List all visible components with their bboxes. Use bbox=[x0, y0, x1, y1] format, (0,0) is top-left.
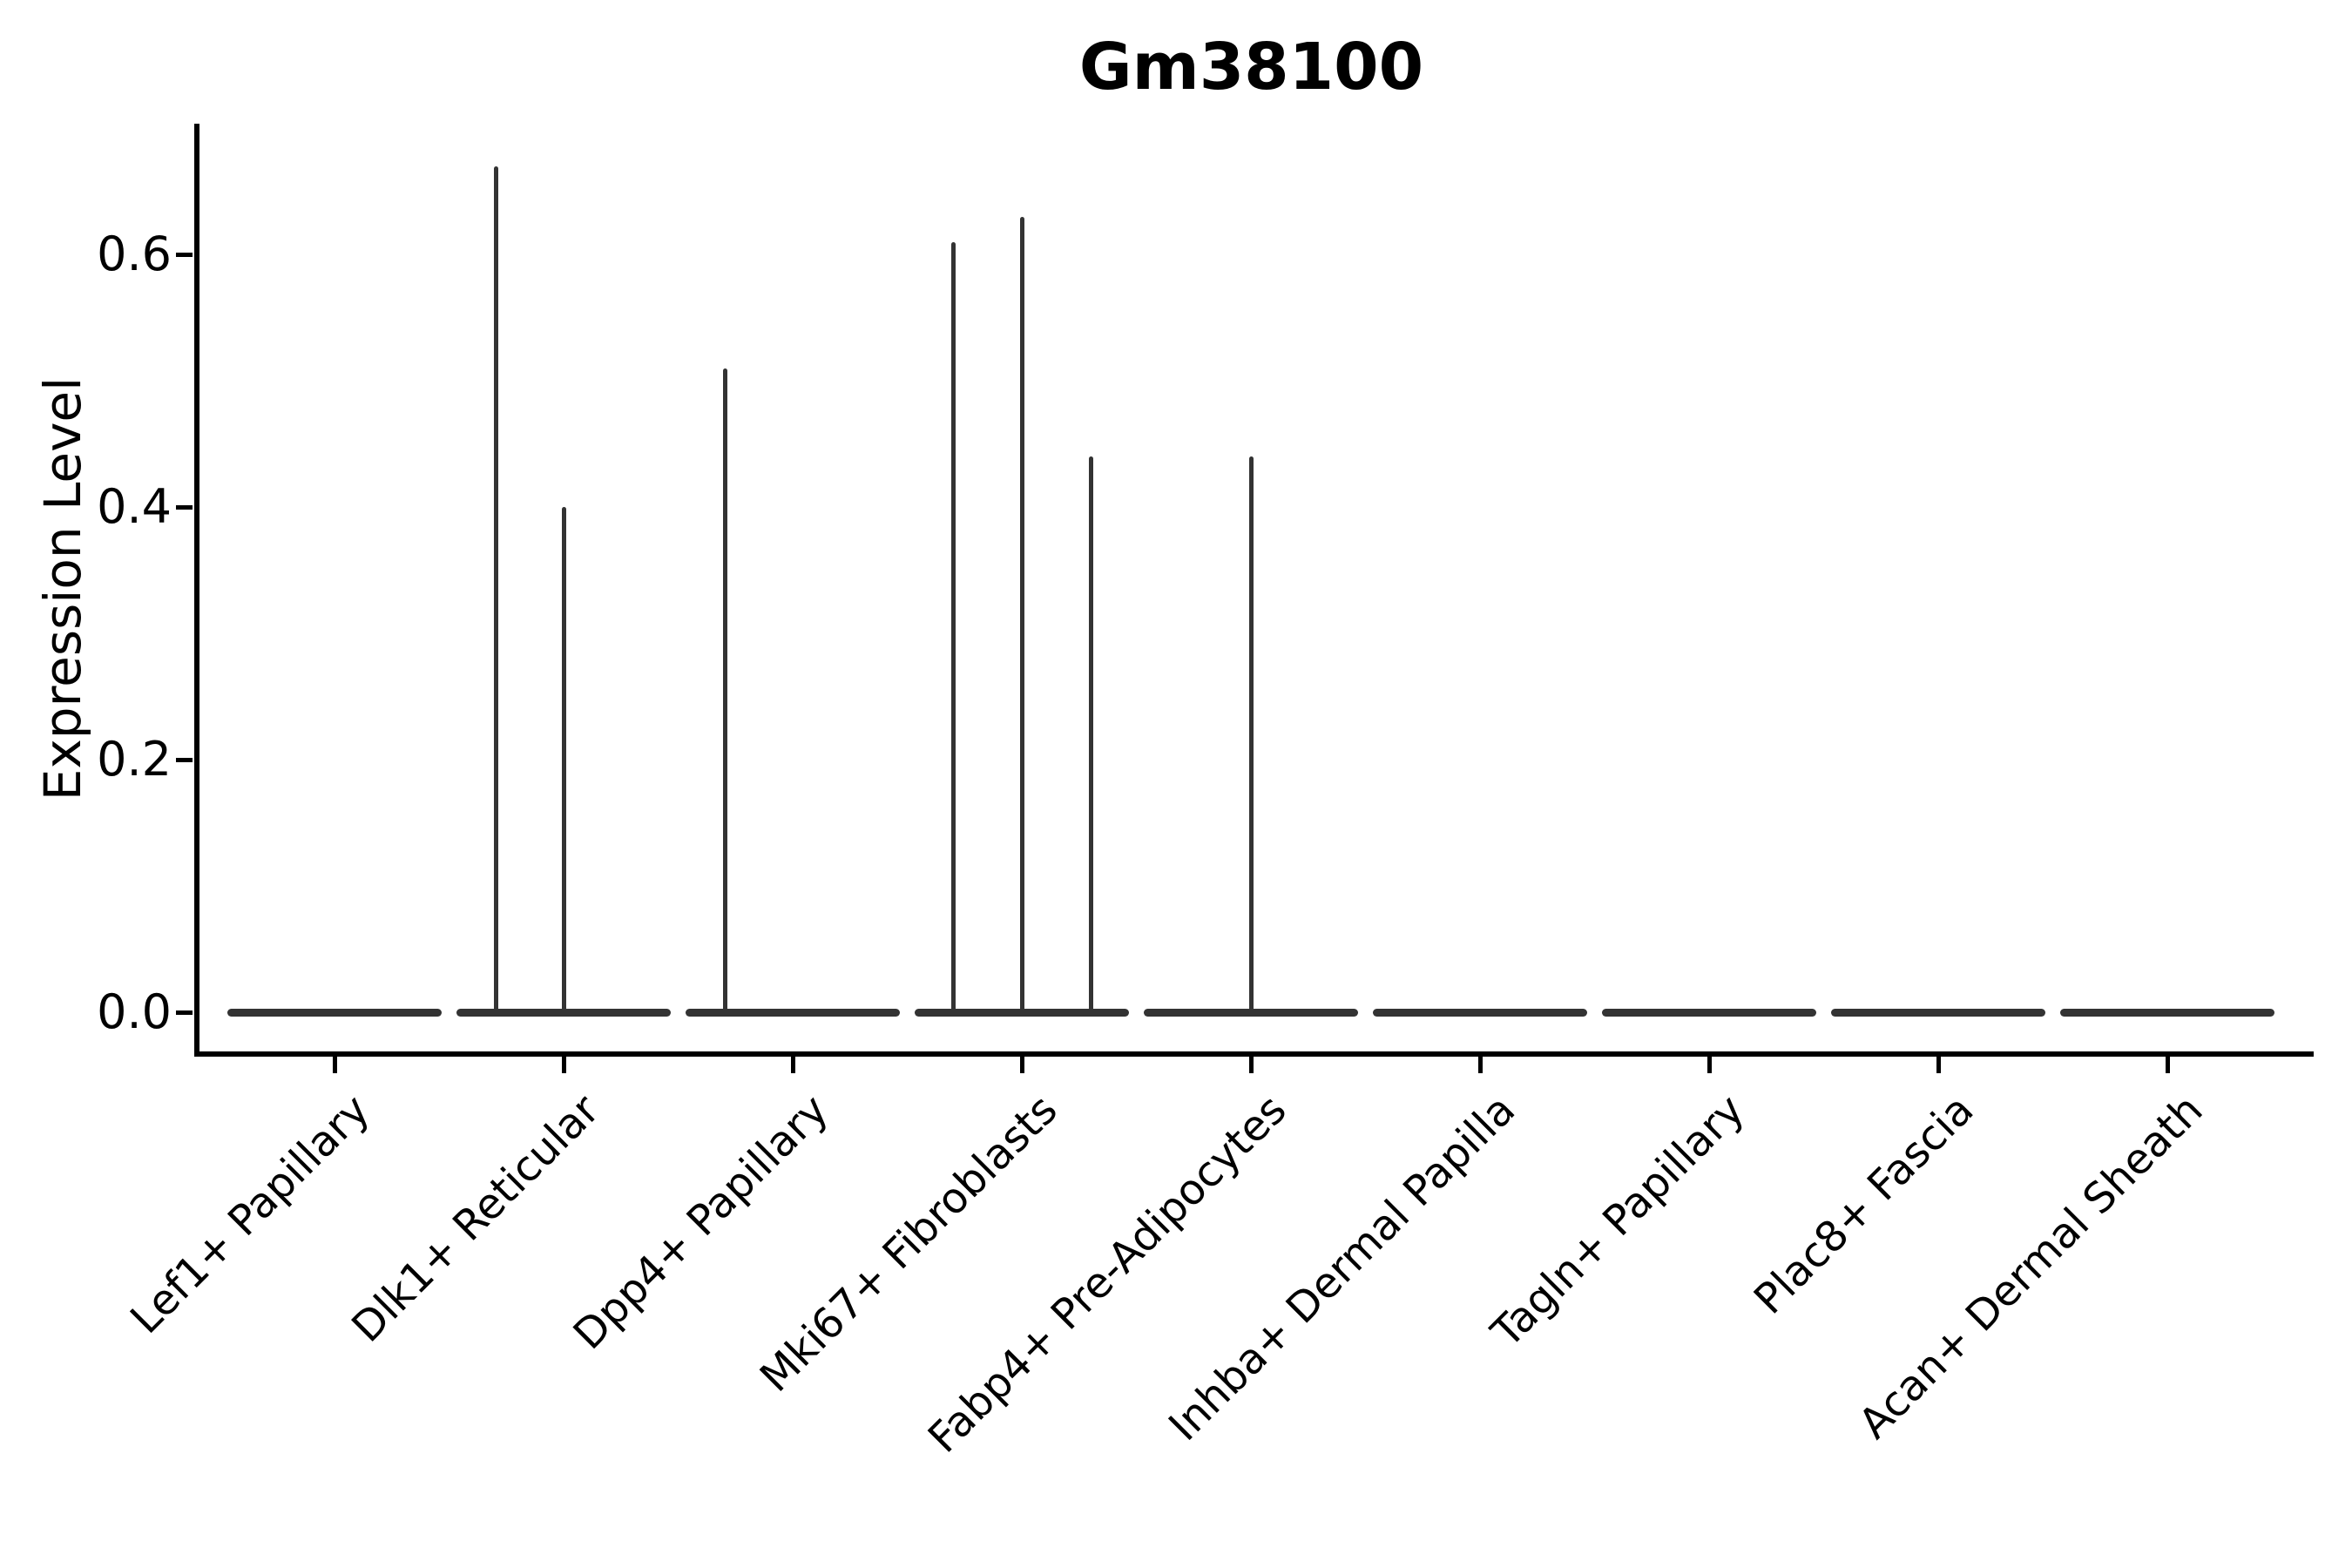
x-tick-mark bbox=[1248, 1057, 1254, 1073]
plot-area bbox=[194, 124, 2314, 1057]
y-tick-label: 0.0 bbox=[97, 984, 172, 1039]
x-tick-mark bbox=[561, 1057, 566, 1073]
violin-spike bbox=[1088, 456, 1093, 1012]
x-tick-mark bbox=[1707, 1057, 1712, 1073]
y-tick-label: 0.6 bbox=[97, 226, 172, 281]
violin-spike bbox=[722, 368, 727, 1012]
violin-base bbox=[227, 1008, 442, 1017]
y-tick-mark bbox=[176, 1010, 193, 1015]
violin-base bbox=[1373, 1008, 1587, 1017]
x-tick-mark bbox=[1019, 1057, 1024, 1073]
y-tick-label: 0.2 bbox=[97, 732, 172, 787]
y-tick-mark bbox=[176, 757, 193, 762]
violin-base bbox=[915, 1008, 1129, 1017]
chart-title: Gm38100 bbox=[1078, 30, 1424, 105]
violin-spike bbox=[1019, 216, 1024, 1012]
x-tick-label: Dpp4+ Papillary bbox=[564, 1085, 838, 1360]
violin-base bbox=[2060, 1008, 2274, 1017]
violin-base bbox=[1602, 1008, 1816, 1017]
x-tick-mark bbox=[790, 1057, 795, 1073]
x-tick-label: Dlk1+ Reticular bbox=[341, 1085, 609, 1352]
violin-spike bbox=[950, 241, 956, 1012]
y-tick-mark bbox=[176, 252, 193, 257]
violin-base bbox=[1144, 1008, 1358, 1017]
x-tick-label: Plac8+ Fascia bbox=[1745, 1085, 1984, 1324]
violin-spike bbox=[493, 166, 498, 1012]
y-tick-mark bbox=[176, 504, 193, 510]
violin-base bbox=[686, 1008, 900, 1017]
x-tick-mark bbox=[2165, 1057, 2170, 1073]
x-tick-label: Lef1+ Papillary bbox=[121, 1085, 380, 1343]
x-tick-mark bbox=[1936, 1057, 1941, 1073]
violin-base bbox=[1831, 1008, 2045, 1017]
violin-spike bbox=[1248, 456, 1254, 1012]
y-tick-label: 0.4 bbox=[97, 479, 172, 534]
x-tick-mark bbox=[332, 1057, 337, 1073]
x-tick-mark bbox=[1477, 1057, 1483, 1073]
violin-spike bbox=[561, 507, 566, 1012]
violin-base bbox=[456, 1008, 671, 1017]
x-tick-label: Tagln+ Papillary bbox=[1482, 1085, 1754, 1357]
